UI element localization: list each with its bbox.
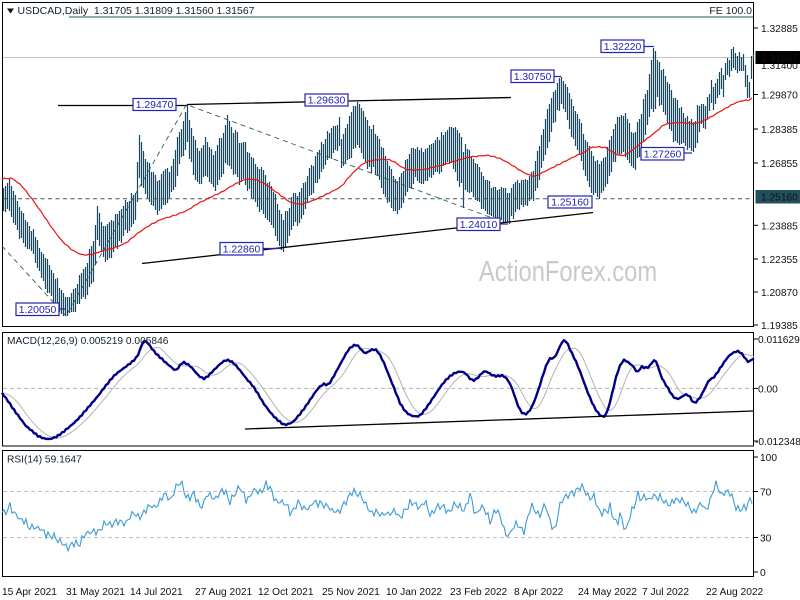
svg-text:100: 100 <box>760 453 777 464</box>
svg-text:1.24010: 1.24010 <box>460 220 498 231</box>
svg-text:25 Nov 2021: 25 Nov 2021 <box>322 587 380 598</box>
svg-text:27 Aug 2021: 27 Aug 2021 <box>195 587 253 598</box>
svg-text:12 Oct 2021: 12 Oct 2021 <box>258 587 314 598</box>
svg-text:0.011629: 0.011629 <box>758 335 800 346</box>
svg-text:1.19385: 1.19385 <box>761 321 798 332</box>
svg-text:0.00: 0.00 <box>758 384 778 395</box>
svg-text:1.25160: 1.25160 <box>761 193 798 204</box>
svg-text:23 Feb 2022: 23 Feb 2022 <box>450 587 508 598</box>
svg-text:1.32220: 1.32220 <box>604 42 642 53</box>
svg-text:14 Jul 2021: 14 Jul 2021 <box>130 587 183 598</box>
svg-text:1.27260: 1.27260 <box>644 149 682 160</box>
svg-text:-0.012348: -0.012348 <box>755 437 800 448</box>
svg-text:7 Jul 2022: 7 Jul 2022 <box>642 587 689 598</box>
svg-text:1.23885: 1.23885 <box>761 221 798 232</box>
svg-text:1.26855: 1.26855 <box>761 159 798 170</box>
svg-text:70: 70 <box>760 488 772 499</box>
svg-text:USDCAD,Daily 1.31705 1.31809: USDCAD,Daily 1.31705 1.31809 1.31560 1.3… <box>18 5 255 17</box>
svg-text:1.22355: 1.22355 <box>761 255 798 266</box>
svg-text:0: 0 <box>760 568 766 579</box>
svg-text:10 Jan 2022: 10 Jan 2022 <box>386 587 442 598</box>
svg-text:RSI(14) 59.1647: RSI(14) 59.1647 <box>7 455 82 466</box>
svg-text:1.31400: 1.31400 <box>761 61 798 72</box>
svg-text:1.29870: 1.29870 <box>761 91 798 102</box>
svg-text:1.32885: 1.32885 <box>761 24 798 35</box>
svg-text:1.29630: 1.29630 <box>308 96 346 107</box>
svg-text:1.31567: 1.31567 <box>761 54 798 65</box>
svg-text:1.20050: 1.20050 <box>19 305 57 316</box>
svg-text:24 May 2022: 24 May 2022 <box>578 587 637 598</box>
svg-text:15 Apr 2021: 15 Apr 2021 <box>2 587 57 598</box>
svg-text:MACD(12,26,9) 0.005219 0.00584: MACD(12,26,9) 0.005219 0.005846 <box>7 336 169 347</box>
svg-text:31 May 2021: 31 May 2021 <box>66 587 125 598</box>
svg-text:1.30750: 1.30750 <box>514 72 552 83</box>
svg-text:22 Aug 2022: 22 Aug 2022 <box>706 587 764 598</box>
svg-text:1.22860: 1.22860 <box>223 244 261 255</box>
svg-text:FE 100.0: FE 100.0 <box>709 5 752 17</box>
svg-text:8 Apr 2022: 8 Apr 2022 <box>514 587 564 598</box>
svg-text:1.28385: 1.28385 <box>761 125 798 136</box>
svg-text:1.29470: 1.29470 <box>136 100 174 111</box>
svg-text:1.20870: 1.20870 <box>761 288 798 299</box>
svg-text:1.25160: 1.25160 <box>551 198 589 209</box>
svg-text:30: 30 <box>760 534 772 545</box>
svg-text:ActionForex.com: ActionForex.com <box>479 255 657 288</box>
